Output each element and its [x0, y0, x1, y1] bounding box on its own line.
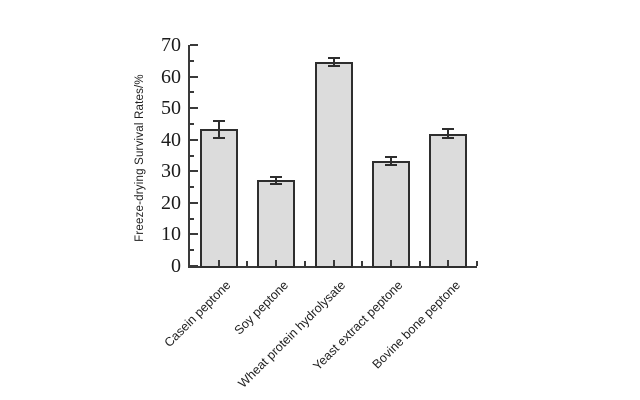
bar: [314, 62, 353, 268]
y-major-tick: [190, 265, 198, 267]
y-axis-title: Freeze-drying Survival Rates/%: [134, 74, 146, 242]
y-tick-label: 10: [161, 223, 181, 246]
x-category-tick: [217, 260, 220, 266]
error-bar-bottom-cap: [212, 136, 225, 139]
error-bar-bottom-cap: [327, 65, 340, 68]
y-minor-tick: [190, 154, 194, 157]
x-boundary-tick: [246, 261, 249, 266]
error-bar-bottom-cap: [270, 182, 283, 185]
y-minor-tick: [190, 186, 194, 189]
y-minor-tick: [190, 122, 194, 125]
y-major-tick: [190, 44, 198, 46]
error-bar: [332, 57, 335, 67]
y-major-tick: [190, 201, 198, 204]
y-tick-label: 20: [161, 191, 181, 214]
x-boundary-tick: [361, 261, 364, 266]
y-minor-tick: [190, 91, 194, 94]
error-bar-top-cap: [270, 175, 283, 178]
y-tick-label: 60: [161, 65, 181, 88]
y-tick-label: 70: [161, 34, 181, 56]
y-axis-line: [188, 45, 190, 268]
error-bar-bottom-cap: [442, 137, 455, 140]
x-category-tick: [389, 260, 392, 266]
error-bar-top-cap: [327, 56, 340, 59]
error-bar-top-cap: [442, 127, 455, 130]
bar: [199, 129, 238, 268]
y-major-tick: [190, 107, 198, 110]
bar: [429, 133, 468, 268]
y-tick-label: 30: [161, 160, 181, 183]
x-boundary-tick: [303, 261, 306, 266]
error-bar-bottom-cap: [384, 164, 397, 167]
y-major-tick: [190, 75, 198, 78]
bar: [257, 180, 296, 268]
y-minor-tick: [190, 249, 194, 252]
error-bar: [275, 176, 278, 184]
error-bar: [447, 128, 450, 139]
bar: [371, 161, 410, 268]
x-category-tick: [447, 260, 450, 266]
y-minor-tick: [190, 217, 194, 220]
x-boundary-tick: [418, 261, 421, 266]
y-major-tick: [190, 233, 198, 236]
y-tick-label: 40: [161, 128, 181, 151]
error-bar-top-cap: [212, 120, 225, 123]
x-boundary-tick: [476, 261, 478, 266]
y-tick-label: 50: [161, 97, 181, 120]
error-bar-top-cap: [384, 156, 397, 159]
x-category-label: Soy peptone: [231, 278, 292, 338]
error-bar: [389, 157, 392, 166]
x-category-tick: [332, 260, 335, 266]
y-tick-label: 0: [171, 255, 181, 277]
error-bar: [217, 121, 220, 138]
x-category-label: Casein peptone: [161, 278, 234, 350]
y-minor-tick: [190, 59, 194, 62]
y-major-tick: [190, 170, 198, 173]
x-category-tick: [275, 260, 278, 266]
x-category-label: Wheat protein hydrolysate: [235, 278, 349, 391]
y-major-tick: [190, 138, 198, 141]
